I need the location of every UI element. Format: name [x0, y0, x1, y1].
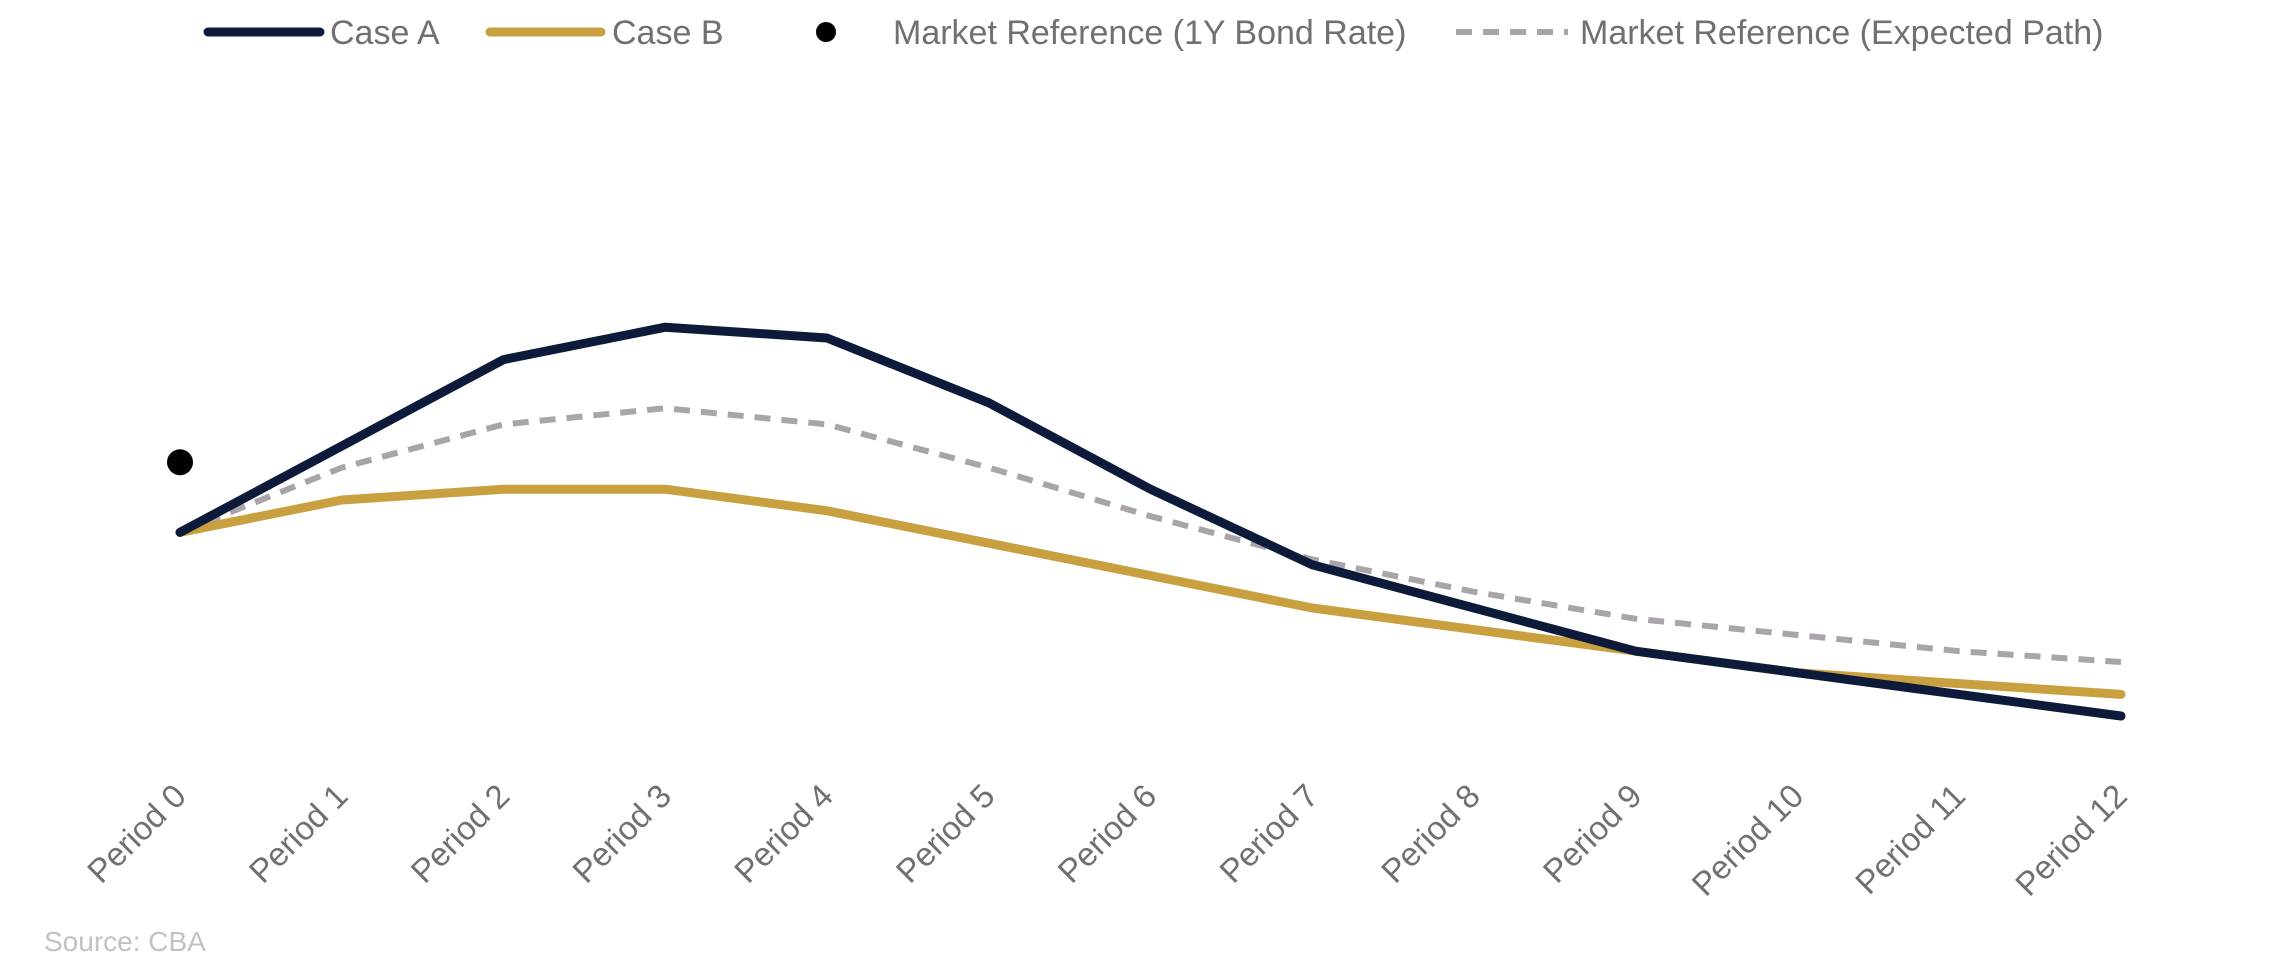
x-tick-label: Period 4 [727, 777, 840, 890]
series-layer [175, 322, 2126, 721]
x-tick-label: Period 8 [1374, 777, 1487, 890]
legend-item-market-point[interactable]: Market Reference (1Y Bond Rate) [816, 14, 1406, 52]
legend-label-market-path: Market Reference (Expected Path) [1580, 14, 2103, 52]
source-note: Source: CBA [44, 926, 206, 957]
legend-swatch-market-point [816, 22, 836, 42]
legend-item-case-b[interactable]: Case B [485, 14, 724, 52]
series-line-market-path[interactable] [178, 405, 2122, 665]
chart-legend: Case A Case B Market Reference (1Y Bond … [203, 14, 2103, 52]
x-tick-label: Period 9 [1536, 777, 1649, 890]
market-reference-point[interactable] [167, 449, 193, 476]
legend-label-market-point: Market Reference (1Y Bond Rate) [893, 14, 1406, 52]
legend-label-case-a: Case A [330, 14, 440, 52]
x-tick-label: Period 2 [403, 777, 516, 890]
x-tick-label: Period 7 [1212, 777, 1325, 890]
point-layer [167, 449, 193, 476]
x-tick-label: Period 1 [242, 777, 355, 890]
x-tick-label: Period 5 [889, 777, 1002, 890]
series-line-case-a[interactable] [175, 322, 2126, 721]
x-tick-label: Period 6 [1050, 777, 1163, 890]
x-tick-label: Period 12 [2008, 777, 2134, 903]
legend-item-market-path[interactable]: Market Reference (Expected Path) [1456, 14, 2103, 52]
x-tick-label: Period 10 [1684, 777, 1810, 903]
x-tick-label: Period 11 [1848, 777, 1972, 901]
x-axis-tick-labels: Period 0 Period 1 Period 2 Period 3 Period 4… [80, 777, 2134, 903]
legend-item-case-a[interactable]: Case A [203, 14, 440, 52]
x-tick-label: Period 0 [80, 777, 193, 890]
legend-label-case-b: Case B [612, 14, 724, 52]
series-line-case-b[interactable] [175, 484, 2126, 699]
x-tick-label: Period 3 [565, 777, 678, 890]
